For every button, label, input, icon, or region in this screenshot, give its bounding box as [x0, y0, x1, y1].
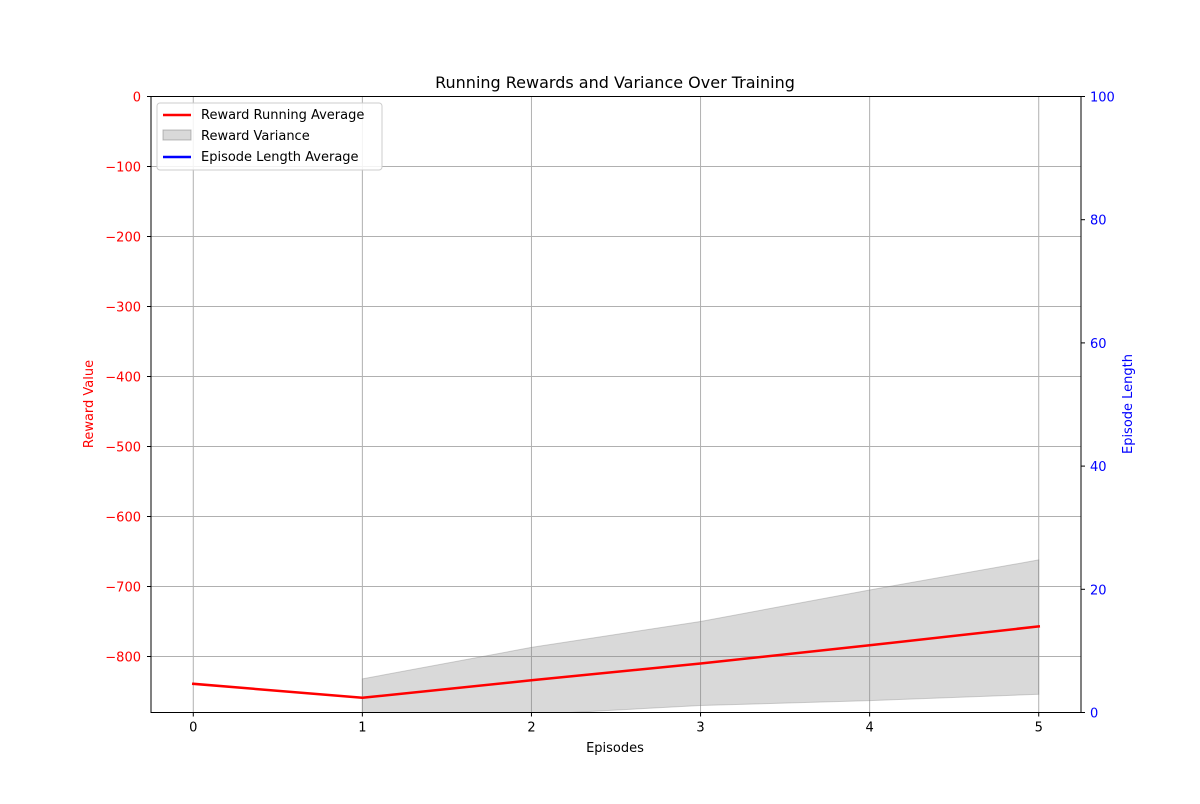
legend-frame: [156, 102, 383, 171]
plot-frame: [150, 96, 1082, 713]
y-tick-label: 0: [133, 91, 141, 106]
y-tick-layer: 0 −100 −200 −300 −400 −500 −600 −700 −800: [105, 91, 151, 666]
grid-layer: [151, 96, 1081, 713]
y2-tick-label: 20: [1090, 583, 1107, 598]
y-tick-label: −500: [105, 441, 141, 456]
x-tick-label: 1: [358, 721, 366, 736]
y-tick-label: −200: [105, 231, 141, 246]
legend: Reward Running Average Reward Variance E…: [156, 102, 383, 171]
chart-title: Running Rewards and Variance Over Traini…: [435, 73, 795, 92]
y-tick-label: −300: [105, 301, 141, 316]
legend-label-reward-variance: Reward Variance: [201, 129, 310, 144]
variance-band-layer: [361, 559, 1040, 713]
series-line-layer: [191, 625, 1041, 700]
y2-tick-label: 80: [1090, 214, 1107, 229]
y2-tick-layer: 0 20 40 60 80 100: [1081, 91, 1115, 722]
y-tick-label: −100: [105, 161, 141, 176]
x-tick-label: 0: [189, 721, 197, 736]
y-tick-label: −600: [105, 511, 141, 526]
legend-swatch-reward-variance: [162, 129, 192, 141]
y2-axis-label: Episode Length: [1121, 354, 1136, 454]
reward-variance-band: [361, 559, 1040, 713]
x-tick-label: 3: [696, 721, 704, 736]
y2-tick-label: 100: [1090, 91, 1115, 106]
y2-tick-label: 60: [1090, 337, 1107, 352]
x-tick-layer: 0 1 2 3 4 5: [189, 712, 1043, 736]
y-tick-label: −700: [105, 581, 141, 596]
x-tick-label: 2: [527, 721, 535, 736]
y-axis-label: Reward Value: [82, 360, 97, 448]
y-tick-label: −800: [105, 651, 141, 666]
x-axis-label: Episodes: [586, 741, 644, 756]
reward-average-line: [191, 625, 1041, 700]
legend-label-episode-length: Episode Length Average: [201, 150, 359, 165]
y-tick-label: −400: [105, 371, 141, 386]
legend-label-reward-average: Reward Running Average: [201, 108, 364, 123]
x-tick-label: 4: [865, 721, 873, 736]
y2-tick-label: 40: [1090, 460, 1107, 475]
x-tick-label: 5: [1035, 721, 1043, 736]
y2-tick-label: 0: [1090, 707, 1098, 722]
